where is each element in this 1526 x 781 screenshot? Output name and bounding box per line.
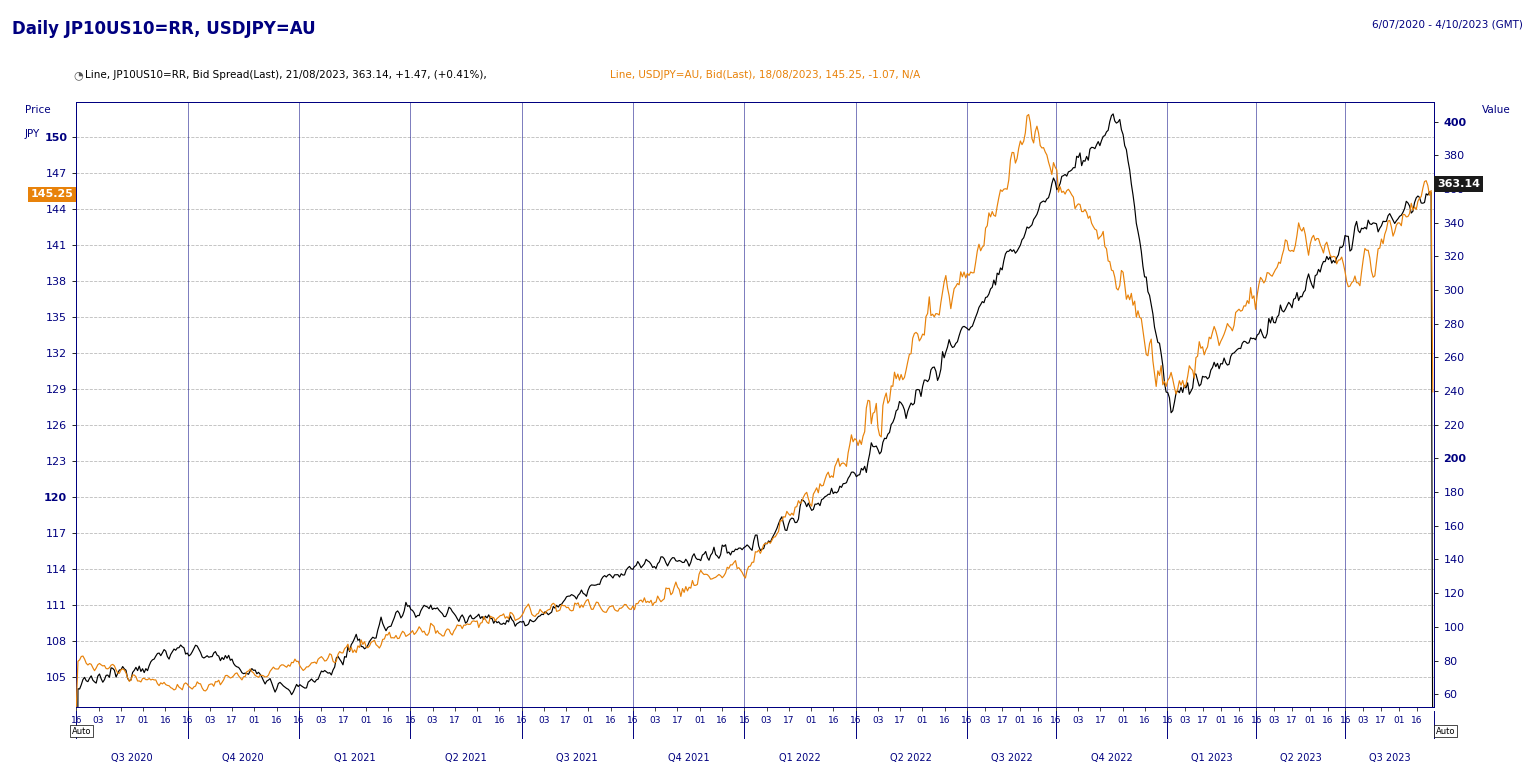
- Text: Auto: Auto: [72, 726, 92, 736]
- Text: Q3 2023: Q3 2023: [1369, 753, 1410, 762]
- Text: Q1 2022: Q1 2022: [780, 753, 821, 762]
- Text: JPY: JPY: [24, 129, 40, 139]
- Text: 145.25: 145.25: [31, 190, 73, 199]
- Text: Q1 2021: Q1 2021: [334, 753, 375, 762]
- Text: 363.14: 363.14: [1437, 179, 1480, 189]
- Text: Q4 2021: Q4 2021: [668, 753, 710, 762]
- Text: ◔: ◔: [73, 70, 82, 80]
- Text: Q2 2021: Q2 2021: [446, 753, 487, 762]
- Text: 6/07/2020 - 4/10/2023 (GMT): 6/07/2020 - 4/10/2023 (GMT): [1372, 20, 1523, 30]
- Text: Q4 2022: Q4 2022: [1091, 753, 1132, 762]
- Text: Value: Value: [1482, 105, 1511, 115]
- Text: Line, JP10US10=RR, Bid Spread(Last), 21/08/2023, 363.14, +1.47, (+0.41%),: Line, JP10US10=RR, Bid Spread(Last), 21/…: [85, 70, 487, 80]
- Text: Q1 2023: Q1 2023: [1190, 753, 1233, 762]
- Text: Q3 2022: Q3 2022: [990, 753, 1032, 762]
- Text: Q2 2022: Q2 2022: [890, 753, 932, 762]
- Text: Daily JP10US10=RR, USDJPY=AU: Daily JP10US10=RR, USDJPY=AU: [12, 20, 316, 37]
- Text: Q4 2020: Q4 2020: [223, 753, 264, 762]
- Text: Q3 2020: Q3 2020: [111, 753, 153, 762]
- Text: Q2 2023: Q2 2023: [1280, 753, 1322, 762]
- Text: Q3 2021: Q3 2021: [557, 753, 598, 762]
- Text: Price: Price: [24, 105, 50, 115]
- Text: Auto: Auto: [1436, 726, 1456, 736]
- Text: Line, USDJPY=AU, Bid(Last), 18/08/2023, 145.25, -1.07, N/A: Line, USDJPY=AU, Bid(Last), 18/08/2023, …: [610, 70, 920, 80]
